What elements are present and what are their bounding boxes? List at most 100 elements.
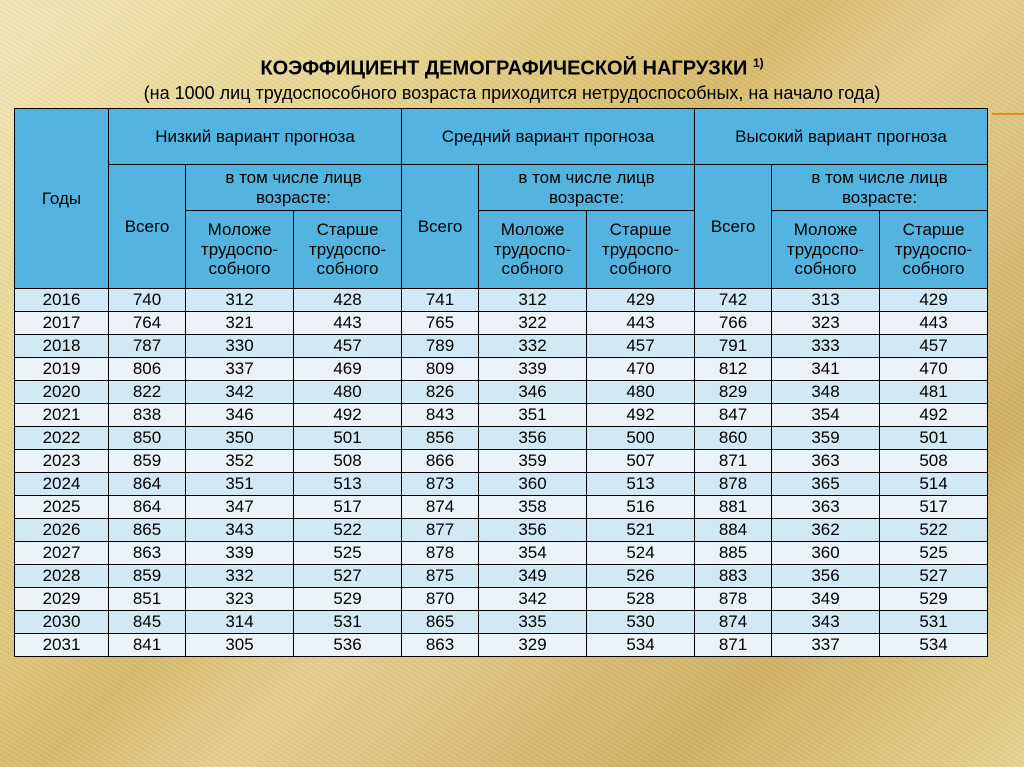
value-cell: 522 — [294, 519, 402, 542]
value-cell: 874 — [402, 496, 479, 519]
value-cell: 865 — [402, 611, 479, 634]
value-cell: 350 — [186, 427, 294, 450]
value-cell: 878 — [402, 542, 479, 565]
value-cell: 526 — [587, 565, 695, 588]
value-cell: 536 — [294, 634, 402, 657]
value-cell: 850 — [109, 427, 186, 450]
value-cell: 329 — [479, 634, 587, 657]
value-cell: 513 — [587, 473, 695, 496]
value-cell: 346 — [479, 381, 587, 404]
value-cell: 501 — [880, 427, 988, 450]
title-text: КОЭФФИЦИЕНТ ДЕМОГРАФИЧЕСКОЙ НАГРУЗКИ — [260, 58, 753, 80]
value-cell: 492 — [587, 404, 695, 427]
value-cell: 359 — [772, 427, 880, 450]
value-cell: 363 — [772, 496, 880, 519]
value-cell: 508 — [294, 450, 402, 473]
col-high-old: Старше трудоспо-собного — [880, 211, 988, 289]
value-cell: 348 — [772, 381, 880, 404]
value-cell: 791 — [695, 335, 772, 358]
value-cell: 859 — [109, 565, 186, 588]
value-cell: 313 — [772, 289, 880, 312]
value-cell: 885 — [695, 542, 772, 565]
value-cell: 342 — [186, 381, 294, 404]
value-cell: 342 — [479, 588, 587, 611]
value-cell: 492 — [880, 404, 988, 427]
value-cell: 470 — [587, 358, 695, 381]
table-row: 2021838346492843351492847354492 — [15, 404, 988, 427]
value-cell: 514 — [880, 473, 988, 496]
value-cell: 333 — [772, 335, 880, 358]
value-cell: 343 — [772, 611, 880, 634]
value-cell: 871 — [695, 450, 772, 473]
value-cell: 457 — [294, 335, 402, 358]
value-cell: 341 — [772, 358, 880, 381]
value-cell: 860 — [695, 427, 772, 450]
year-cell: 2020 — [15, 381, 109, 404]
value-cell: 354 — [479, 542, 587, 565]
col-high-total: Всего — [695, 165, 772, 289]
value-cell: 352 — [186, 450, 294, 473]
value-cell: 863 — [109, 542, 186, 565]
table-row: 2024864351513873360513878365514 — [15, 473, 988, 496]
value-cell: 356 — [479, 427, 587, 450]
table-row: 2026865343522877356521884362522 — [15, 519, 988, 542]
value-cell: 312 — [479, 289, 587, 312]
value-cell: 480 — [294, 381, 402, 404]
value-cell: 443 — [587, 312, 695, 335]
value-cell: 531 — [294, 611, 402, 634]
year-cell: 2025 — [15, 496, 109, 519]
value-cell: 521 — [587, 519, 695, 542]
col-year: Годы — [15, 109, 109, 289]
value-cell: 337 — [186, 358, 294, 381]
value-cell: 312 — [186, 289, 294, 312]
value-cell: 469 — [294, 358, 402, 381]
value-cell: 528 — [587, 588, 695, 611]
value-cell: 365 — [772, 473, 880, 496]
title-block: КОЭФФИЦИЕНТ ДЕМОГРАФИЧЕСКОЙ НАГРУЗКИ 1) … — [0, 0, 1024, 104]
value-cell: 343 — [186, 519, 294, 542]
value-cell: 337 — [772, 634, 880, 657]
value-cell: 501 — [294, 427, 402, 450]
value-cell: 812 — [695, 358, 772, 381]
value-cell: 766 — [695, 312, 772, 335]
value-cell: 351 — [186, 473, 294, 496]
value-cell: 356 — [772, 565, 880, 588]
value-cell: 859 — [109, 450, 186, 473]
value-cell: 864 — [109, 496, 186, 519]
value-cell: 347 — [186, 496, 294, 519]
value-cell: 789 — [402, 335, 479, 358]
value-cell: 847 — [695, 404, 772, 427]
year-cell: 2021 — [15, 404, 109, 427]
value-cell: 457 — [880, 335, 988, 358]
value-cell: 363 — [772, 450, 880, 473]
col-low-group: в том числе лицв возрасте: — [186, 165, 402, 211]
col-high-young: Моложе трудоспо-собного — [772, 211, 880, 289]
value-cell: 534 — [880, 634, 988, 657]
year-cell: 2028 — [15, 565, 109, 588]
year-cell: 2027 — [15, 542, 109, 565]
value-cell: 525 — [294, 542, 402, 565]
value-cell: 339 — [186, 542, 294, 565]
col-mid-group: в том числе лицв возрасте: — [479, 165, 695, 211]
value-cell: 500 — [587, 427, 695, 450]
year-cell: 2017 — [15, 312, 109, 335]
page-title: КОЭФФИЦИЕНТ ДЕМОГРАФИЧЕСКОЙ НАГРУЗКИ 1) — [0, 56, 1024, 81]
table-row: 2029851323529870342528878349529 — [15, 588, 988, 611]
table-header: Годы Низкий вариант прогноза Средний вар… — [15, 109, 988, 289]
table-row: 2025864347517874358516881363517 — [15, 496, 988, 519]
table-row: 2031841305536863329534871337534 — [15, 634, 988, 657]
table-body: 2016740312428741312429742313429201776432… — [15, 289, 988, 657]
table-row: 2023859352508866359507871363508 — [15, 450, 988, 473]
table-row: 2028859332527875349526883356527 — [15, 565, 988, 588]
value-cell: 878 — [695, 588, 772, 611]
value-cell: 322 — [479, 312, 587, 335]
value-cell: 429 — [587, 289, 695, 312]
value-cell: 883 — [695, 565, 772, 588]
value-cell: 360 — [479, 473, 587, 496]
value-cell: 863 — [402, 634, 479, 657]
page-subtitle: (на 1000 лиц трудоспособного возраста пр… — [0, 83, 1024, 105]
value-cell: 349 — [772, 588, 880, 611]
value-cell: 527 — [294, 565, 402, 588]
table-row: 2019806337469809339470812341470 — [15, 358, 988, 381]
value-cell: 878 — [695, 473, 772, 496]
